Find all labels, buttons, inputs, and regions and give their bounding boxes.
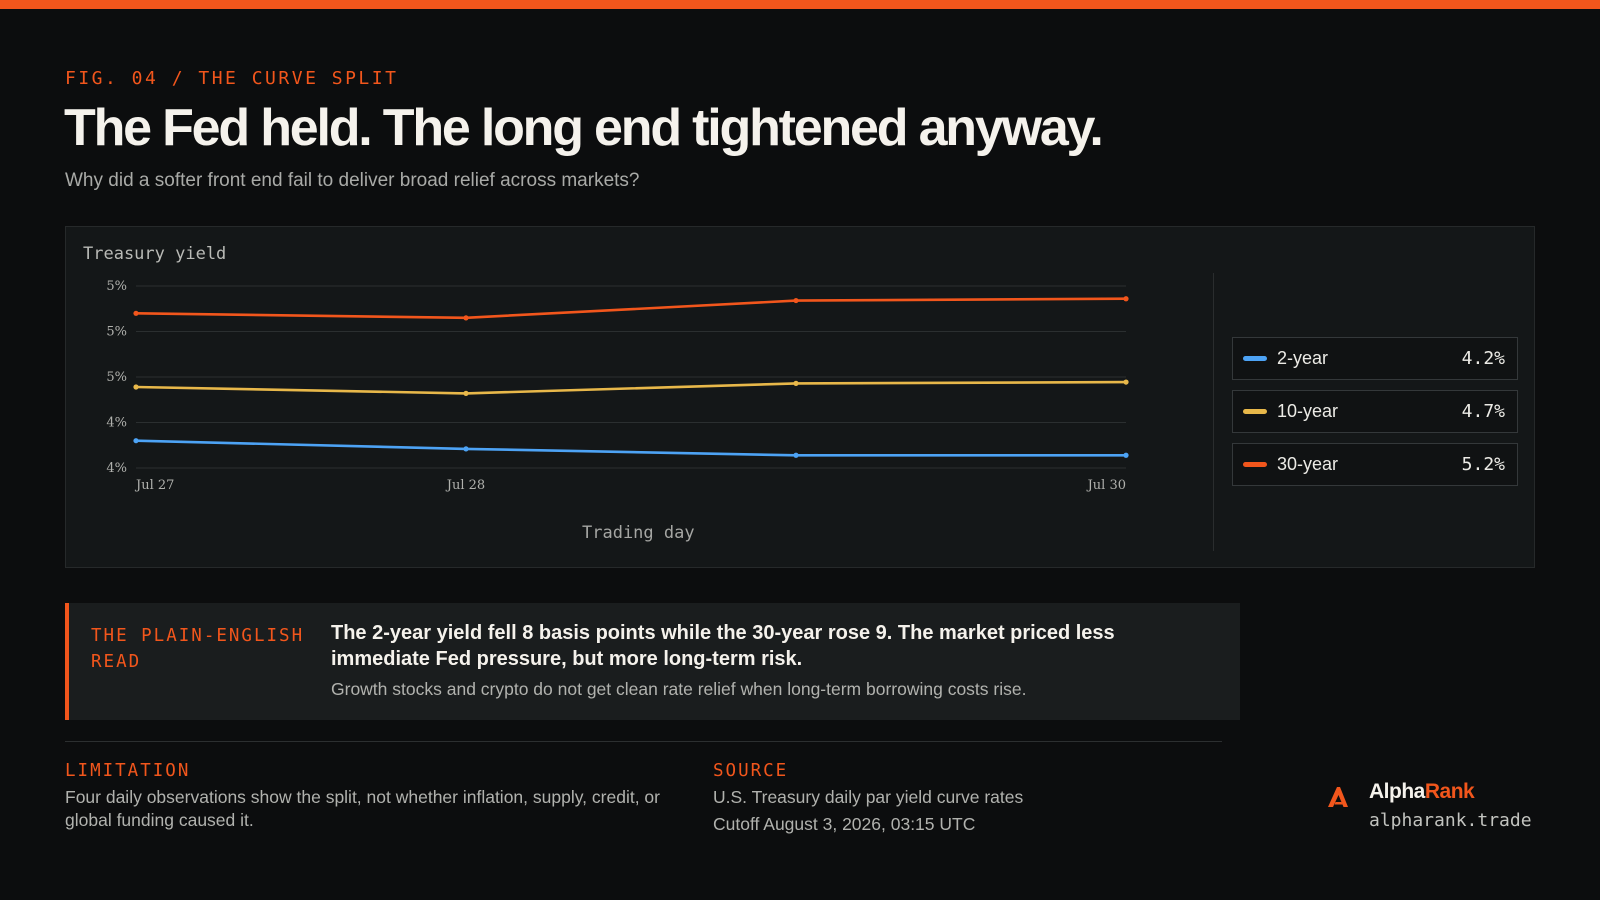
callout-label: THE PLAIN-ENGLISH READ	[91, 626, 305, 672]
page-subtitle: Why did a softer front end fail to deliv…	[65, 170, 640, 191]
data-point-10-year	[133, 384, 139, 390]
legend-item-2-year: 2-year 4.2%	[1232, 337, 1518, 380]
callout-headline: The 2-year yield fell 8 basis points whi…	[331, 622, 1115, 670]
series-line-2-year	[134, 439, 1128, 457]
data-point-2-year	[463, 446, 469, 452]
legend-swatch-30-year	[1243, 462, 1267, 467]
y-tick-label: 4%	[106, 416, 127, 431]
legend-label: 30-year	[1277, 454, 1339, 474]
x-tick-label: Jul 30	[1086, 478, 1126, 493]
data-point-2-year	[133, 438, 139, 444]
limitation-label: LIMITATION	[65, 761, 191, 781]
x-tick-label: Jul 27	[134, 478, 174, 493]
x-axis-label: Trading day	[582, 523, 695, 543]
legend-swatch-10-year	[1243, 409, 1267, 414]
legend-value: 4.7%	[1461, 401, 1505, 422]
legend-item-10-year: 10-year 4.7%	[1232, 390, 1518, 433]
chart-panel: Treasury yield 4% 4% 5% 5% 5% Jul 27 Jul 28 Jul…	[65, 226, 1535, 568]
chart-legend-divider	[1213, 273, 1214, 551]
brand-name: AlphaRank	[1369, 780, 1475, 804]
series-line-30-year	[134, 297, 1128, 320]
x-tick-label: Jul 28	[445, 478, 485, 493]
y-tick-label: 5%	[106, 325, 127, 340]
data-point-10-year	[463, 390, 469, 396]
legend-item-30-year: 30-year 5.2%	[1232, 443, 1518, 486]
brand-url[interactable]: alpharank.trade	[1369, 810, 1532, 831]
source-label: SOURCE	[713, 761, 789, 781]
chart-legend: 2-year 4.2% 10-year 4.7% 30-year 5.2%	[1232, 337, 1518, 496]
data-point-10-year	[793, 380, 799, 386]
brand-name-alpha: Alpha	[1369, 780, 1425, 803]
y-axis-label: Treasury yield	[83, 244, 227, 264]
y-tick-label: 5%	[106, 370, 127, 385]
data-point-30-year	[793, 297, 799, 304]
data-point-30-year	[1123, 296, 1129, 302]
alpharank-logo-icon	[1328, 787, 1348, 807]
data-point-30-year	[133, 310, 139, 316]
legend-label: 10-year	[1277, 401, 1339, 421]
top-accent-bar	[0, 0, 1600, 9]
y-tick-label: 5%	[106, 279, 127, 294]
source-line-2: Cutoff August 3, 2026, 03:15 UTC	[713, 814, 976, 834]
callout-body: Growth stocks and crypto do not get clea…	[331, 679, 1027, 699]
footer-divider	[65, 741, 1222, 742]
plain-english-callout: THE PLAIN-ENGLISH READ The 2-year yield …	[65, 603, 1240, 720]
data-point-30-year	[463, 315, 469, 321]
y-tick-label: 4%	[106, 461, 127, 476]
line-chart: 4% 4% 5% 5% 5% Jul 27 Jul 28 Jul 30	[106, 279, 1129, 493]
legend-value: 4.2%	[1461, 348, 1505, 369]
data-point-2-year	[1123, 452, 1129, 458]
legend-swatch-2-year	[1243, 356, 1267, 361]
source-line-1: U.S. Treasury daily par yield curve rate…	[713, 787, 1024, 807]
legend-label: 2-year	[1277, 348, 1329, 368]
limitation-text: Four daily observations show the split, …	[65, 787, 660, 830]
data-point-10-year	[1123, 379, 1129, 385]
figure-kicker: FIG. 04 / THE CURVE SPLIT	[65, 68, 399, 89]
data-point-2-year	[793, 452, 799, 458]
series-line-10-year	[134, 380, 1128, 395]
legend-value: 5.2%	[1461, 454, 1505, 475]
brand-name-rank: Rank	[1424, 780, 1475, 803]
page-title: The Fed held. The long end tightened any…	[64, 99, 1104, 157]
